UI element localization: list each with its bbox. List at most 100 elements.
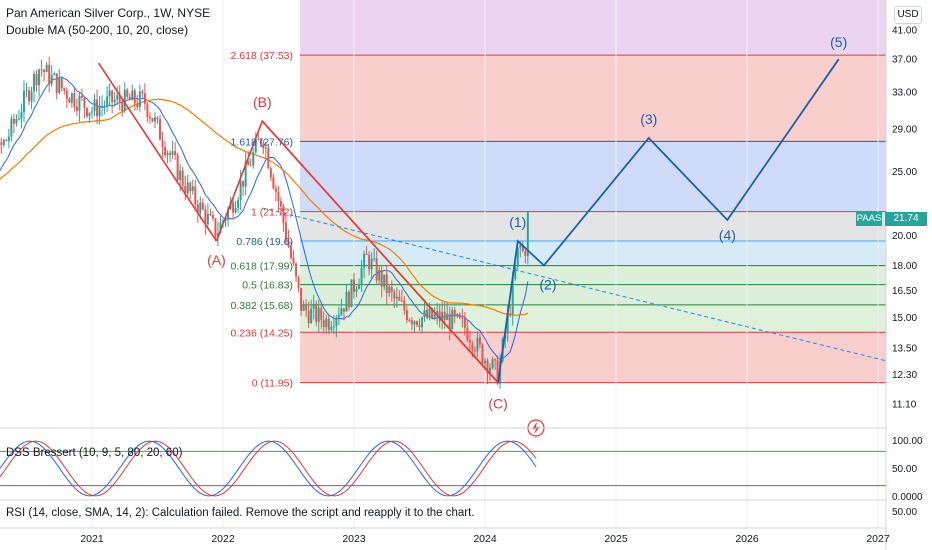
wave-label-3: (3) bbox=[640, 111, 657, 127]
dss-label[interactable]: DSS Bressert (10, 9, 5, 80, 20, 60) bbox=[6, 447, 183, 459]
candle-body bbox=[337, 314, 340, 318]
candle-body bbox=[20, 112, 23, 119]
candle-body bbox=[80, 95, 83, 99]
candle-body bbox=[418, 325, 421, 328]
candle-body bbox=[350, 279, 353, 308]
candle-body bbox=[83, 98, 86, 108]
candle-body bbox=[138, 91, 141, 107]
candle-body bbox=[388, 286, 391, 294]
grid bbox=[91, 0, 879, 528]
candle-body bbox=[174, 151, 177, 156]
candle-body bbox=[476, 337, 479, 352]
candle-body bbox=[494, 359, 497, 361]
fib-label: 0.5 (16.83) bbox=[242, 280, 293, 292]
fib-zone bbox=[300, 211, 886, 242]
candle-body bbox=[443, 311, 446, 320]
candle-body bbox=[395, 296, 398, 299]
candle-body bbox=[219, 222, 222, 234]
candle-body bbox=[55, 73, 58, 94]
candle-body bbox=[295, 263, 298, 277]
candle-body bbox=[433, 314, 436, 319]
candle-body bbox=[332, 326, 335, 328]
candle-body bbox=[96, 99, 99, 117]
candle-body bbox=[277, 191, 280, 202]
y-tick-label: 20.00 bbox=[892, 231, 917, 242]
rsi-label[interactable]: RSI (14, close, SMA, 14, 2): Calculation… bbox=[6, 507, 475, 519]
candle-body bbox=[274, 188, 277, 192]
candle-body bbox=[491, 359, 494, 368]
candle-body bbox=[75, 106, 78, 111]
y-tick-label: 11.10 bbox=[892, 399, 917, 410]
candle-body bbox=[305, 304, 308, 311]
fib-label: 1.618 (27.76) bbox=[231, 136, 293, 148]
candle-body bbox=[78, 95, 81, 111]
candle-body bbox=[269, 168, 272, 178]
candle-body bbox=[410, 320, 413, 325]
fib-label: 0.618 (17.99) bbox=[231, 261, 293, 273]
candle-body bbox=[184, 186, 187, 194]
candle-body bbox=[317, 307, 320, 322]
candle-body bbox=[63, 88, 66, 91]
candle-body bbox=[43, 69, 46, 73]
candle-body bbox=[153, 117, 156, 122]
candle-body bbox=[65, 90, 68, 99]
candle-body bbox=[405, 310, 408, 321]
dss-tick-label: 0.0000 bbox=[892, 492, 923, 503]
candle-body bbox=[481, 344, 484, 364]
x-tick-label: 2022 bbox=[211, 533, 235, 545]
candle-body bbox=[237, 200, 240, 208]
wave-label-4: (4) bbox=[719, 227, 736, 243]
fib-label: 0.786 (19.6) bbox=[236, 236, 293, 248]
candle-body bbox=[398, 296, 401, 301]
currency-button[interactable]: USD bbox=[894, 6, 922, 24]
candle-body bbox=[466, 327, 469, 340]
candle-body bbox=[353, 279, 355, 292]
candle-body bbox=[159, 119, 162, 140]
candle-body bbox=[70, 93, 73, 103]
axes: 41.00 37.00 33.00 29.00 25.00 20.00 18.00 16.50… bbox=[80, 0, 923, 550]
indicator-label[interactable]: Double MA (50-200, 10, 20, close) bbox=[6, 23, 189, 37]
candle-body bbox=[214, 218, 217, 237]
y-tick-label: 16.50 bbox=[892, 286, 917, 297]
candle-body bbox=[461, 317, 464, 319]
candle-body bbox=[300, 287, 303, 311]
y-tick-label: 41.00 bbox=[892, 25, 917, 36]
candle-body bbox=[521, 244, 524, 251]
fib-label: 0.382 (15.68) bbox=[231, 300, 293, 312]
y-tick-label: 15.00 bbox=[892, 313, 917, 324]
candle-body bbox=[189, 182, 192, 192]
wave-labels: (A) (B) (C) (1) (2) (3) (4) (5) bbox=[207, 34, 847, 437]
candle-body bbox=[196, 204, 199, 214]
candle-body bbox=[473, 350, 476, 352]
trend-line bbox=[97, 62, 218, 242]
candle-body bbox=[279, 201, 282, 207]
candle-body bbox=[156, 117, 159, 120]
ma-slow-line bbox=[0, 98, 529, 316]
candle-body bbox=[252, 152, 255, 166]
candle-body bbox=[17, 118, 20, 120]
candle-body bbox=[458, 313, 461, 318]
symbol-title[interactable]: Pan American Silver Corp., 1W, NYSE bbox=[6, 6, 211, 20]
candles bbox=[0, 56, 529, 389]
candle-body bbox=[325, 318, 328, 328]
candle-body bbox=[128, 96, 131, 101]
candle-body bbox=[91, 111, 93, 113]
candle-body bbox=[385, 274, 388, 294]
candle-body bbox=[161, 139, 164, 148]
candle-body bbox=[264, 147, 267, 149]
candle-body bbox=[363, 253, 366, 268]
candle-body bbox=[35, 73, 38, 86]
candle-body bbox=[342, 308, 345, 312]
candle-body bbox=[393, 292, 396, 299]
candle-body bbox=[408, 320, 411, 322]
candle-body bbox=[136, 103, 139, 107]
candle-body bbox=[126, 89, 129, 97]
candle-body bbox=[511, 278, 514, 315]
fib-zone bbox=[300, 332, 886, 383]
candle-body bbox=[272, 177, 275, 189]
candle-body bbox=[227, 208, 230, 220]
candle-body bbox=[68, 98, 71, 103]
fib-label: 1 (21.72) bbox=[251, 207, 293, 219]
fib-zone bbox=[300, 0, 886, 56]
candle-body bbox=[368, 254, 371, 270]
